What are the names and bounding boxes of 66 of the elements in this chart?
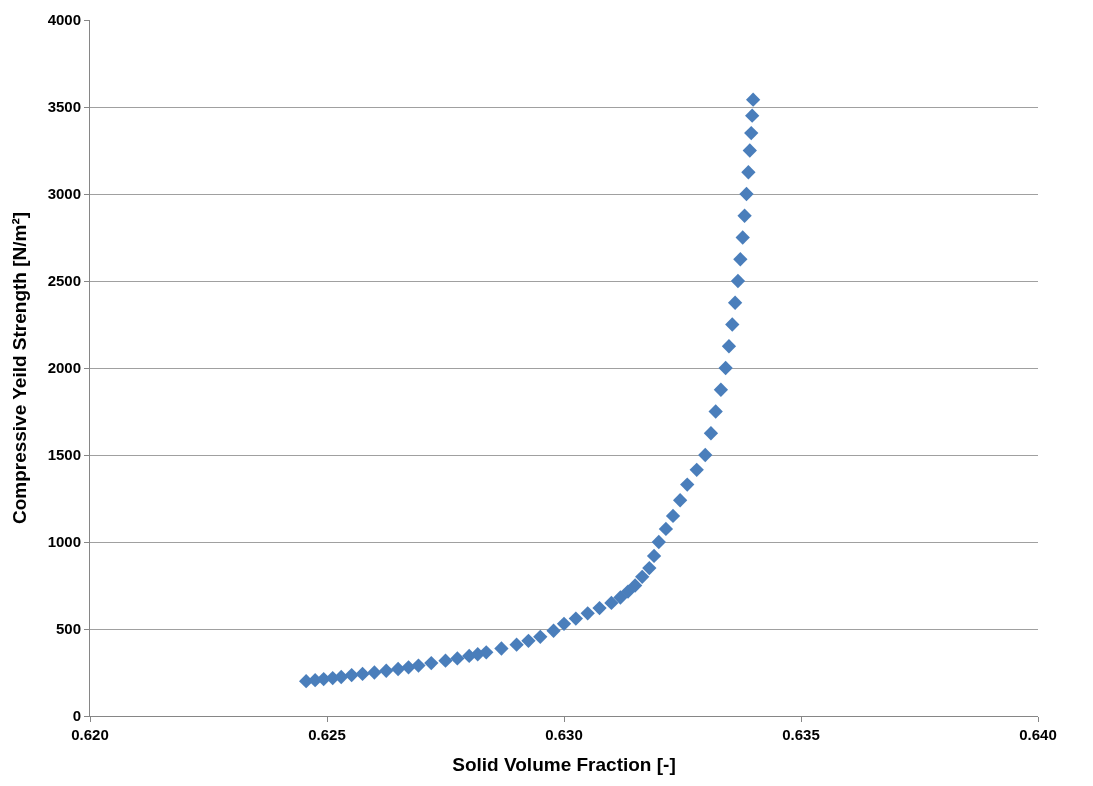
point (450, 651, 465, 666)
point (741, 165, 756, 180)
point (546, 623, 561, 638)
point (580, 606, 595, 621)
point (745, 92, 761, 107)
point (744, 125, 759, 141)
point (424, 655, 439, 671)
point (627, 578, 643, 593)
point (355, 666, 370, 682)
point (727, 295, 743, 310)
point (651, 534, 666, 550)
point (509, 637, 524, 652)
point (438, 653, 453, 668)
point (367, 665, 382, 680)
point (665, 508, 681, 524)
y-tick-label: 4000 (47, 11, 81, 29)
point (703, 426, 719, 441)
point (556, 616, 572, 631)
point (725, 317, 740, 332)
y-tick-label: 3500 (47, 98, 81, 116)
point (708, 404, 723, 419)
point (733, 252, 748, 267)
x-tick-label: 0.640 (1019, 726, 1057, 743)
point (479, 645, 494, 660)
x-tick-label: 0.635 (782, 726, 820, 743)
point (735, 230, 750, 245)
point (721, 339, 737, 354)
y-tick-label: 0 (72, 707, 81, 725)
x-tick-label: 0.630 (545, 726, 583, 743)
point (718, 360, 733, 376)
point (592, 600, 607, 616)
y-tick-label: 500 (55, 620, 81, 638)
y-tick-label: 3000 (47, 185, 81, 203)
y-tick-label: 2000 (47, 359, 81, 377)
point (737, 208, 752, 223)
point (344, 667, 359, 683)
point (730, 273, 746, 289)
y-tick-label: 1500 (47, 446, 81, 464)
point (568, 611, 583, 626)
y-tick-label: 1000 (47, 533, 81, 551)
point (379, 663, 394, 678)
point (742, 143, 757, 158)
point (494, 641, 509, 656)
point (334, 669, 349, 685)
point (604, 595, 619, 611)
x-axis-title: Solid Volume Fraction [-] (452, 753, 676, 775)
point (533, 629, 548, 644)
point (672, 493, 688, 508)
point (646, 548, 662, 564)
point (698, 447, 713, 463)
x-tick-label: 0.620 (71, 726, 109, 743)
y-axis-title: Compressive Yeild Strength [N/m²] (9, 211, 31, 525)
point (689, 462, 704, 477)
point (635, 569, 650, 584)
point (745, 108, 760, 123)
point (411, 658, 426, 673)
point (613, 590, 628, 605)
point (713, 382, 729, 397)
point (521, 633, 536, 648)
point (739, 186, 754, 202)
point (680, 477, 695, 492)
x-tick-label: 0.625 (308, 726, 346, 743)
point (642, 560, 657, 576)
point (658, 521, 674, 537)
point (390, 661, 406, 677)
y-tick-label: 2500 (47, 272, 81, 290)
